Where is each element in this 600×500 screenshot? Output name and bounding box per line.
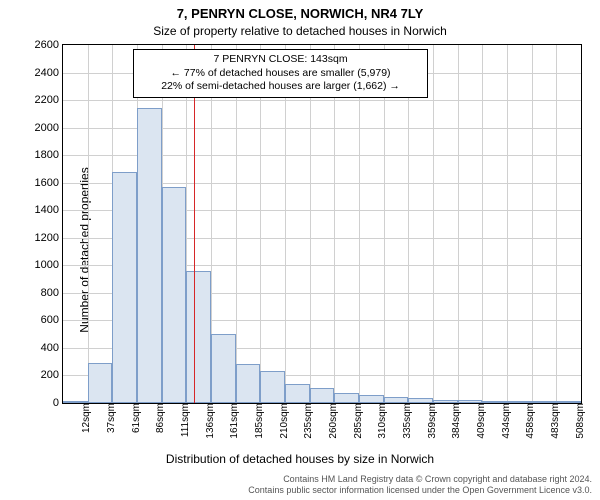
x-axis-label: Distribution of detached houses by size … [0, 452, 600, 466]
gridline-v [556, 45, 557, 403]
gridline-v [88, 45, 89, 403]
callout-box: 7 PENRYN CLOSE: 143sqm← 77% of detached … [133, 49, 428, 98]
histogram-bar [162, 187, 187, 403]
x-tick-label: 384sqm [449, 403, 462, 439]
chart-subtitle: Size of property relative to detached ho… [0, 24, 600, 38]
y-tick-label: 2400 [35, 67, 63, 79]
gridline-v [458, 45, 459, 403]
x-tick-label: 161sqm [227, 403, 240, 439]
histogram-bar [186, 271, 211, 403]
callout-line-2: ← 77% of detached houses are smaller (5,… [140, 67, 421, 81]
x-tick-label: 235sqm [301, 403, 314, 439]
y-tick-label: 1600 [35, 177, 63, 189]
histogram-bar [236, 364, 261, 403]
gridline-v [384, 45, 385, 403]
credit-line-1: Contains HM Land Registry data © Crown c… [283, 474, 592, 484]
y-tick-label: 800 [41, 287, 63, 299]
histogram-bar [260, 371, 285, 403]
x-tick-label: 483sqm [548, 403, 561, 439]
x-tick-label: 458sqm [523, 403, 536, 439]
x-tick-label: 111sqm [178, 403, 191, 437]
x-tick-label: 310sqm [375, 403, 388, 439]
credit-line-2: Contains public sector information licen… [248, 485, 592, 495]
x-tick-label: 434sqm [499, 403, 512, 439]
y-tick-label: 1800 [35, 149, 63, 161]
y-tick-label: 200 [41, 369, 63, 381]
chart-title: 7, PENRYN CLOSE, NORWICH, NR4 7LY [0, 6, 600, 21]
gridline-v [482, 45, 483, 403]
plot-area: 0200400600800100012001400160018002000220… [62, 44, 582, 404]
y-tick-label: 1000 [35, 259, 63, 271]
y-tick-label: 1200 [35, 232, 63, 244]
y-tick-label: 400 [41, 342, 63, 354]
y-tick-label: 2000 [35, 122, 63, 134]
x-tick-label: 359sqm [425, 403, 438, 439]
x-tick-label: 260sqm [326, 403, 339, 439]
gridline-v [334, 45, 335, 403]
gridline-v [359, 45, 360, 403]
gridline-v [507, 45, 508, 403]
reference-line [194, 45, 195, 403]
x-tick-label: 136sqm [203, 403, 216, 439]
gridline-v [260, 45, 261, 403]
gridline-h [63, 100, 581, 101]
histogram-bar [137, 108, 162, 403]
y-tick-label: 0 [53, 397, 63, 409]
histogram-bar [211, 334, 236, 403]
histogram-bar [285, 384, 310, 403]
gridline-v [433, 45, 434, 403]
chart-container: 7, PENRYN CLOSE, NORWICH, NR4 7LY Size o… [0, 0, 600, 500]
y-tick-label: 2600 [35, 39, 63, 51]
gridline-v [285, 45, 286, 403]
histogram-bar [88, 363, 113, 403]
gridline-v [532, 45, 533, 403]
x-tick-label: 335sqm [400, 403, 413, 439]
x-tick-label: 185sqm [252, 403, 265, 439]
x-tick-label: 285sqm [351, 403, 364, 439]
y-tick-label: 2200 [35, 94, 63, 106]
histogram-bar [334, 393, 359, 403]
callout-line-3: 22% of semi-detached houses are larger (… [140, 80, 421, 94]
x-tick-label: 210sqm [277, 403, 290, 439]
histogram-bar [112, 172, 137, 403]
histogram-bar [359, 395, 384, 403]
credit-text: Contains HM Land Registry data © Crown c… [8, 474, 592, 496]
gridline-v [408, 45, 409, 403]
x-tick-label: 12sqm [79, 403, 92, 433]
y-tick-label: 600 [41, 314, 63, 326]
x-tick-label: 508sqm [573, 403, 586, 439]
callout-line-1: 7 PENRYN CLOSE: 143sqm [140, 53, 421, 67]
gridline-v [310, 45, 311, 403]
x-tick-label: 86sqm [153, 403, 166, 433]
x-tick-label: 61sqm [129, 403, 142, 433]
y-tick-label: 1400 [35, 204, 63, 216]
x-tick-label: 37sqm [104, 403, 117, 433]
gridline-v [236, 45, 237, 403]
histogram-bar [310, 388, 335, 403]
x-tick-label: 409sqm [474, 403, 487, 439]
